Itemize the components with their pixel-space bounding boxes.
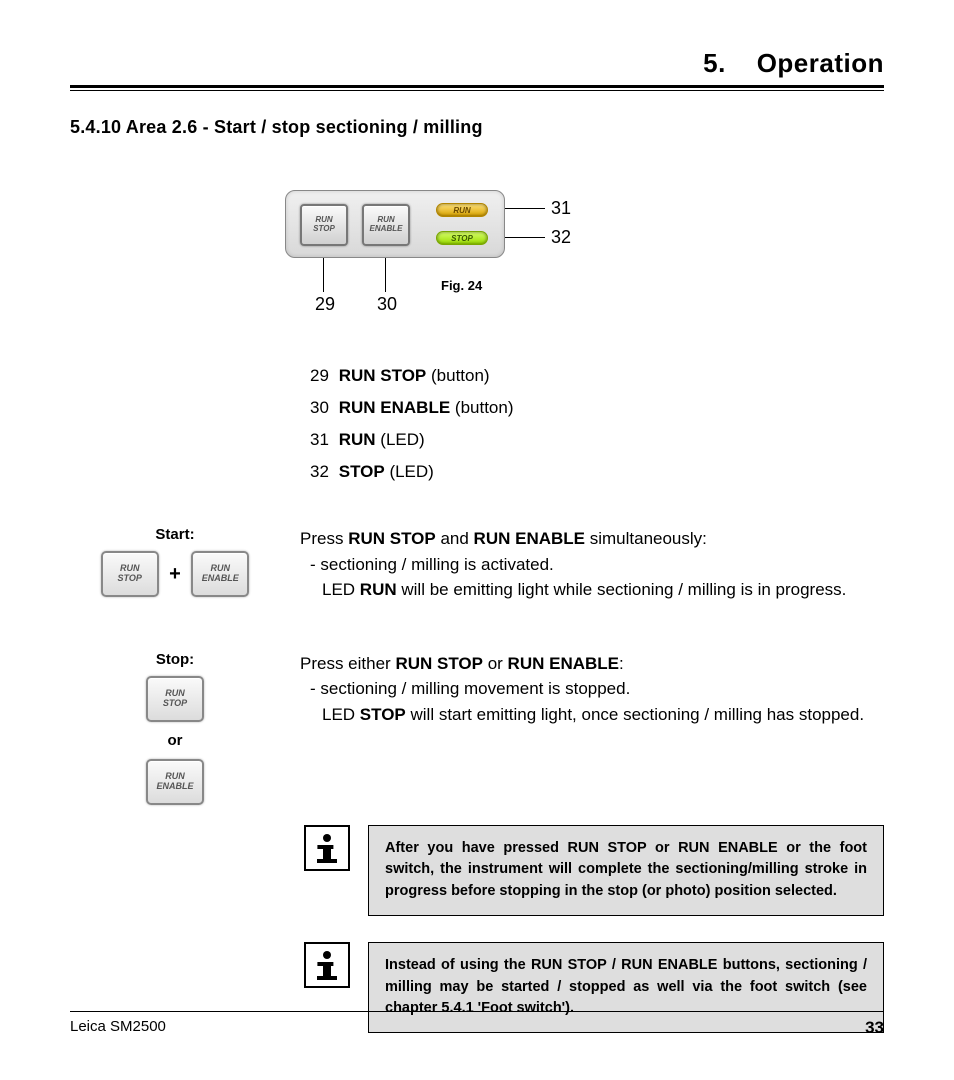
info-icon: [304, 942, 350, 988]
callout-30: 30: [377, 294, 397, 315]
stop-label: Stop:: [70, 651, 280, 668]
page-footer: Leica SM2500 33: [70, 1011, 884, 1038]
chapter-number: 5.: [703, 48, 726, 78]
run-enable-button: RUNENABLE: [362, 204, 410, 246]
stop-illustration: Stop: RUNSTOP or RUNENABLE: [70, 651, 300, 805]
stop-block: Stop: RUNSTOP or RUNENABLE Press either …: [70, 651, 884, 805]
figure-24: RUNSTOP RUNENABLE RUN STOP 31 32 29 30 F…: [217, 190, 737, 330]
legend-item: 30 RUN ENABLE (button): [310, 398, 884, 418]
footer-rule: [70, 1011, 884, 1012]
legend-list: 29 RUN STOP (button) 30 RUN ENABLE (butt…: [310, 366, 884, 482]
control-panel: RUNSTOP RUNENABLE RUN STOP: [285, 190, 505, 258]
stop-led: STOP: [436, 231, 488, 245]
legend-item: 31 RUN (LED): [310, 430, 884, 450]
legend-item: 29 RUN STOP (button): [310, 366, 884, 386]
legend-item: 32 STOP (LED): [310, 462, 884, 482]
callout-line: [505, 237, 545, 238]
run-enable-button-small: RUNENABLE: [191, 551, 249, 597]
section-title: 5.4.10 Area 2.6 - Start / stop sectionin…: [70, 117, 884, 138]
stop-text: Press either RUN STOP or RUN ENABLE: - s…: [300, 651, 884, 728]
run-stop-button-small: RUNSTOP: [146, 676, 204, 722]
figure-caption: Fig. 24: [441, 278, 482, 293]
product-name: Leica SM2500: [70, 1018, 166, 1038]
start-illustration: Start: RUNSTOP + RUNENABLE: [70, 526, 300, 597]
header-rule-thin: [70, 90, 884, 91]
callout-line: [323, 258, 324, 292]
chapter-title: Operation: [757, 48, 884, 78]
start-label: Start:: [70, 526, 280, 543]
start-text: Press RUN STOP and RUN ENABLE simultaneo…: [300, 526, 884, 603]
start-block: Start: RUNSTOP + RUNENABLE Press RUN STO…: [70, 526, 884, 603]
callout-line: [505, 208, 545, 209]
chapter-header: 5. Operation: [70, 48, 884, 85]
or-label: or: [70, 732, 280, 749]
page-number: 33: [865, 1018, 884, 1038]
header-rule-thick: [70, 85, 884, 88]
info-note: After you have pressed RUN STOP or RUN E…: [70, 825, 884, 916]
callout-line: [385, 258, 386, 292]
plus-icon: +: [169, 563, 181, 586]
callout-31: 31: [551, 198, 571, 219]
info-icon: [304, 825, 350, 871]
run-led: RUN: [436, 203, 488, 217]
run-stop-button: RUNSTOP: [300, 204, 348, 246]
callout-32: 32: [551, 227, 571, 248]
run-enable-button-small: RUNENABLE: [146, 759, 204, 805]
callout-29: 29: [315, 294, 335, 315]
note-text: After you have pressed RUN STOP or RUN E…: [368, 825, 884, 916]
run-stop-button-small: RUNSTOP: [101, 551, 159, 597]
